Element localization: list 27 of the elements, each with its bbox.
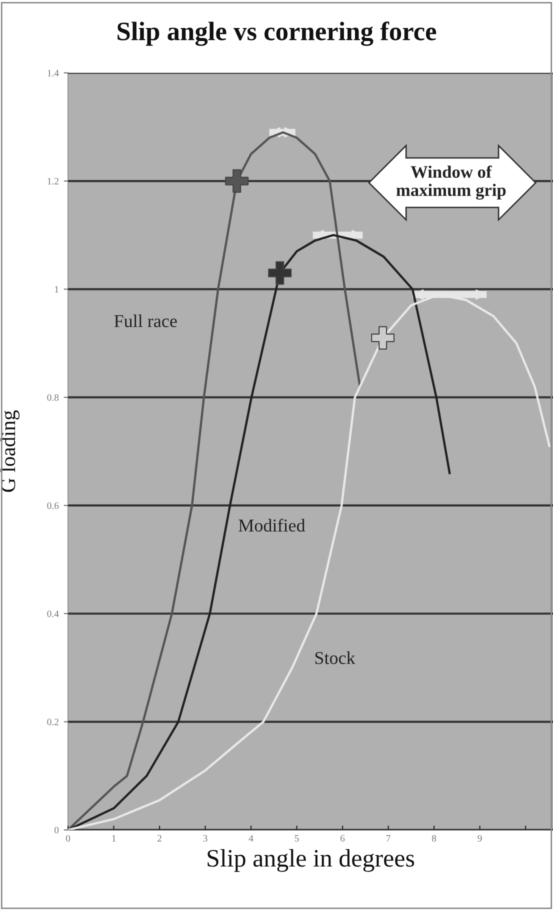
- x-tick-label: 7: [386, 835, 390, 842]
- x-tick-label: 3: [203, 835, 208, 842]
- x-tick-label: 1: [112, 835, 116, 842]
- point: [225, 169, 249, 193]
- x-tick-label: 9: [478, 835, 482, 842]
- x-tick-label: 4: [248, 835, 254, 842]
- chart-title: Slip angle vs cornering force: [118, 22, 436, 46]
- y-tick-label: 1.2: [48, 178, 58, 185]
- x-tick-label: 0: [66, 835, 70, 842]
- series-label: Modified: [238, 518, 306, 532]
- x-tick-label: 5: [294, 835, 299, 842]
- y-tick-label: 1: [54, 286, 58, 293]
- x-tick-label: 6: [340, 835, 345, 842]
- y-tick-label: 0.4: [47, 610, 59, 618]
- series-label: Stock: [315, 651, 356, 664]
- y-tick-label: 0.6: [47, 502, 59, 509]
- x-tick-label: 2: [158, 835, 162, 842]
- series-label: Full race: [114, 314, 177, 328]
- y-tick-label: 0.2: [47, 718, 58, 726]
- y-tick-label: 0.8: [47, 394, 59, 401]
- y-tick-label: 1.4: [48, 70, 59, 76]
- point: [268, 261, 292, 285]
- point: [371, 326, 395, 350]
- x-tick-label: 8: [432, 835, 436, 842]
- annotation: Window of maximum grip: [396, 165, 506, 200]
- x-axis-title: Slip angle in degrees: [208, 849, 414, 872]
- y-tick-label: 0: [54, 826, 59, 834]
